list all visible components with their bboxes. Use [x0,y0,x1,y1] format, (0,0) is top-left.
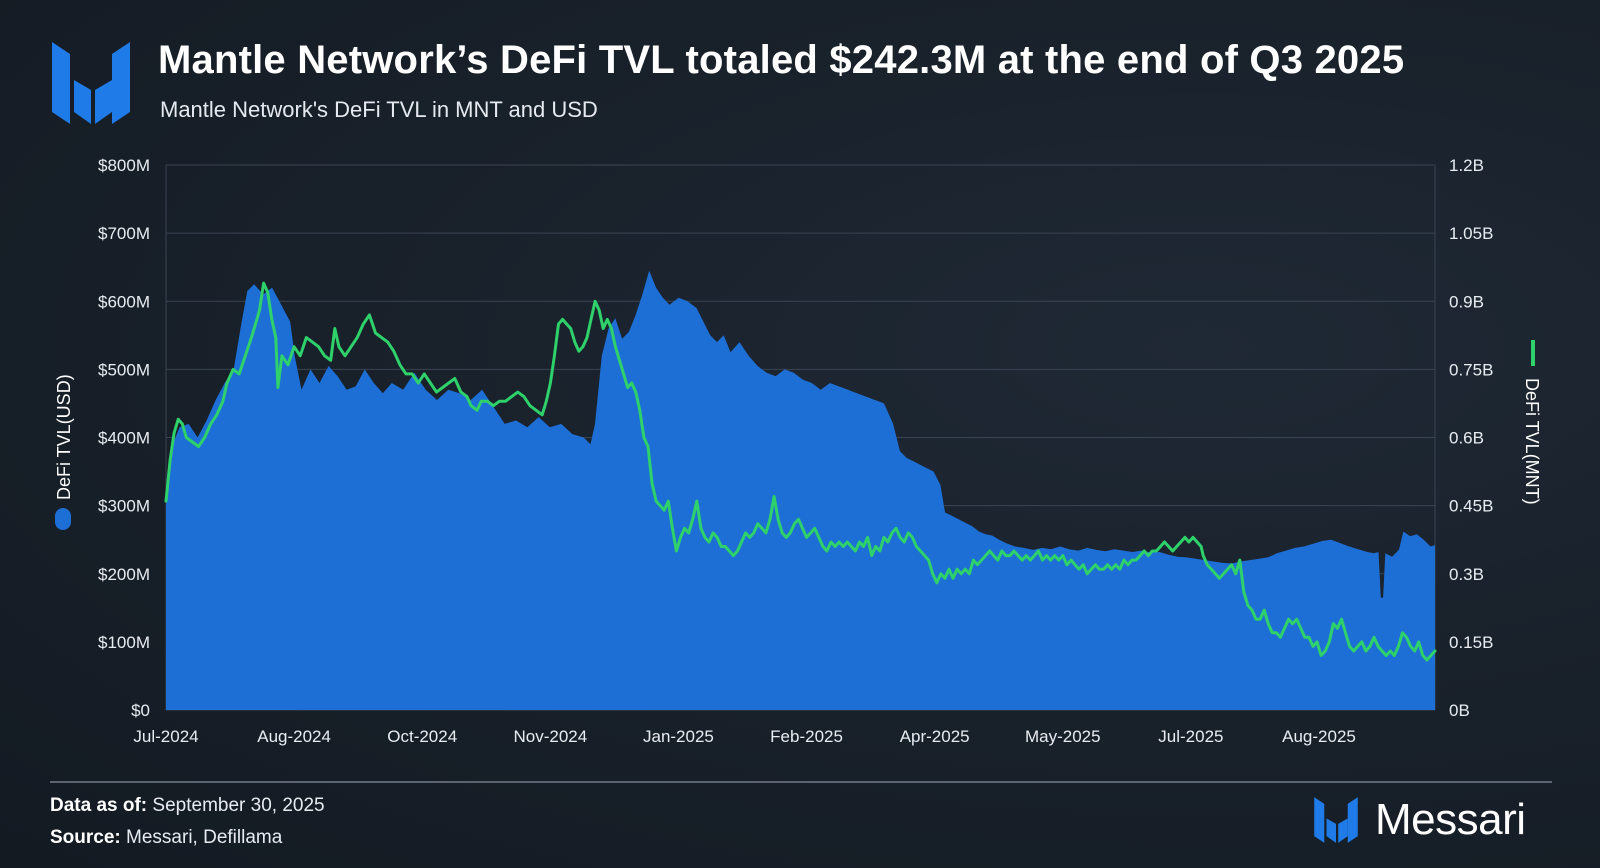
left-axis-ticks: $0 $100M $200M $300M $400M $500M $600M $700M $80… [98,156,150,720]
left-axis-label: DeFi TVL(USD) [54,374,74,500]
right-axis-title: DeFi TVL(MNT) [1522,340,1542,505]
x-axis-ticks: Jul-2024 Aug-2024 Oct-2024 Nov-2024 Jan-2025… [133,727,1355,746]
mnt-tvl-line [164,281,1437,662]
brand-logo: Messari [1311,794,1526,846]
right-axis-ticks: 0B 0.15B 0.3B 0.45B 0.6B 0.75B 0.9B 1.05B 1.2B [1449,156,1493,720]
x-tick-label: Nov-2024 [513,727,587,746]
data-as-of-label: Data as of: [50,795,148,816]
x-tick-label: Jul-2025 [1158,727,1223,746]
data-as-of-value: September 30, 2025 [152,795,325,816]
left-tick-label: $300M [98,497,150,516]
left-tick-label: $100M [98,633,150,652]
x-tick-label: Jul-2024 [133,727,198,746]
right-tick-label: 0.15B [1449,633,1493,652]
right-tick-label: 1.05B [1449,224,1493,243]
left-tick-label: $700M [98,224,150,243]
right-tick-label: 0.45B [1449,497,1493,516]
left-tick-label: $600M [98,292,150,311]
right-tick-label: 0.6B [1449,429,1484,448]
brand-name: Messari [1375,795,1526,844]
right-tick-label: 0.75B [1449,360,1493,379]
left-tick-label: $800M [98,156,150,175]
left-tick-label: $400M [98,429,150,448]
data-as-of: Data as of: September 30, 2025 [50,795,325,817]
left-axis-title: DeFi TVL(USD) [54,374,74,530]
x-tick-label: May-2025 [1025,727,1101,746]
source: Source: Messari, Defillama [50,827,282,849]
right-tick-label: 1.2B [1449,156,1484,175]
source-value: Messari, Defillama [126,827,283,848]
right-tick-label: 0B [1449,701,1470,720]
left-tick-label: $0 [131,701,150,720]
usd-legend-swatch [55,508,71,530]
x-tick-label: Apr-2025 [900,727,970,746]
x-tick-label: Aug-2024 [257,727,331,746]
x-tick-label: Feb-2025 [770,727,843,746]
chart-title: Mantle Network’s DeFi TVL totaled $242.3… [158,38,1405,82]
left-tick-label: $200M [98,565,150,584]
right-axis-label: DeFi TVL(MNT) [1522,378,1542,505]
source-label: Source: [50,827,121,848]
messari-brand-icon [1314,797,1358,843]
x-tick-label: Oct-2024 [387,727,457,746]
usd-tvl-area [166,270,1435,710]
footer-divider [50,781,1552,783]
x-tick-label: Jan-2025 [643,727,714,746]
x-tick-label: Aug-2025 [1282,727,1356,746]
messari-logo-icon [52,42,130,124]
right-tick-label: 0.3B [1449,565,1484,584]
chart-subtitle: Mantle Network's DeFi TVL in MNT and USD [160,97,598,122]
left-tick-label: $500M [98,360,150,379]
right-tick-label: 0.9B [1449,292,1484,311]
